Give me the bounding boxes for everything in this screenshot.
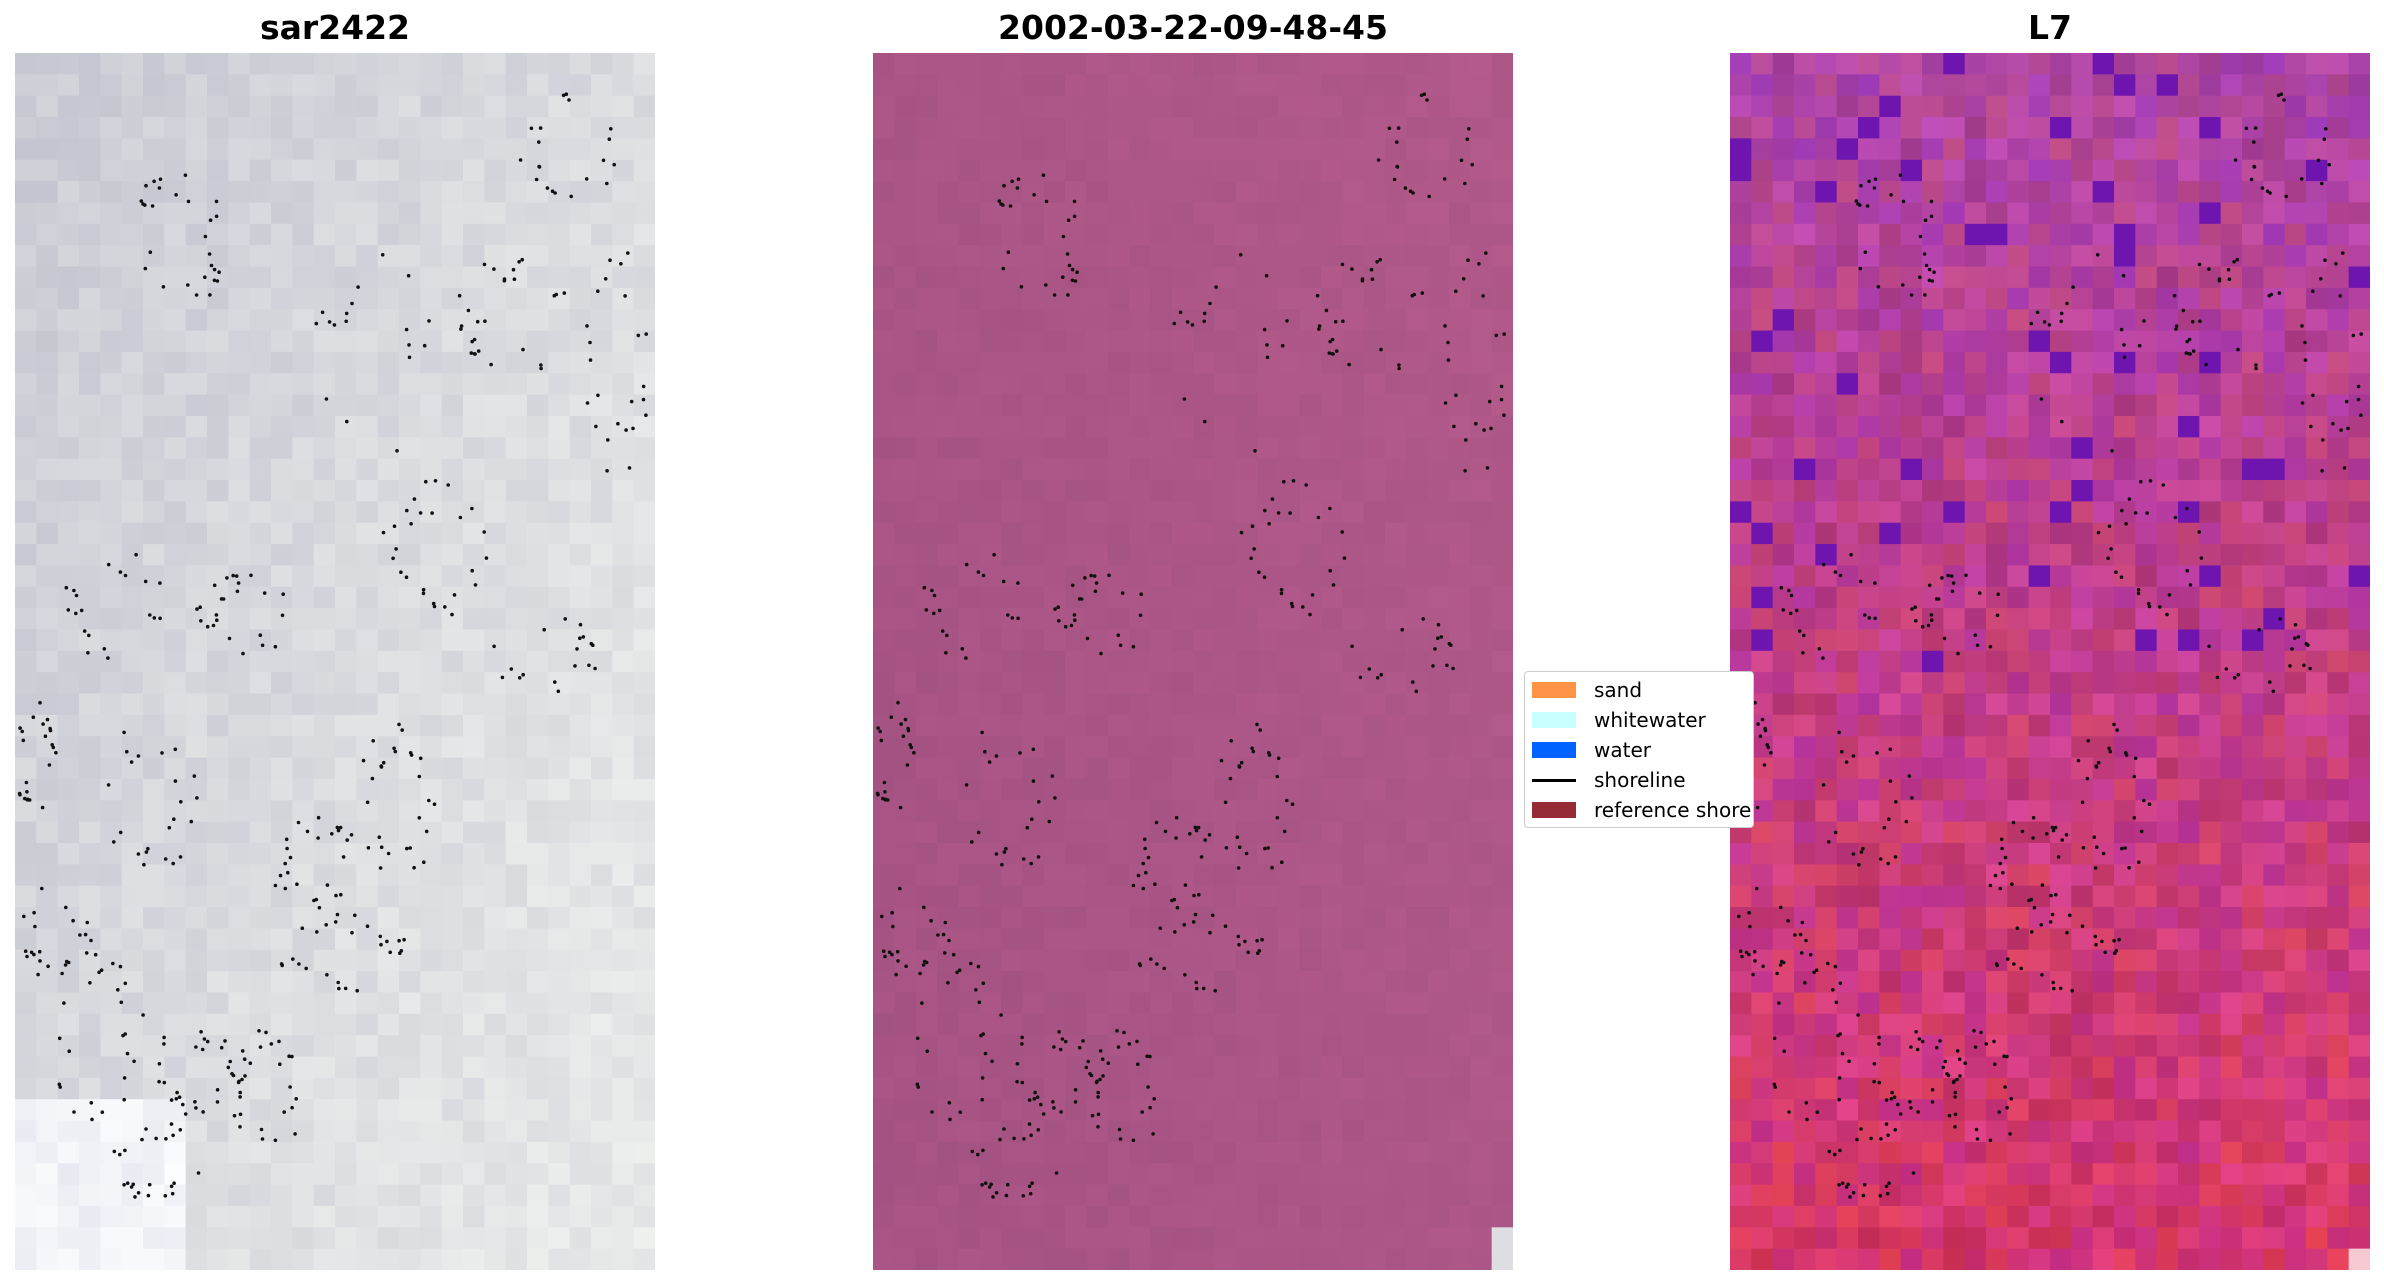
legend-label-shoreline: shoreline bbox=[1594, 768, 1686, 792]
panel-title-sar: sar2422 bbox=[259, 8, 411, 47]
legend-label-sand: sand bbox=[1594, 678, 1643, 702]
legend-label-whitewater: whitewater bbox=[1594, 708, 1706, 732]
legend: sand whitewater water shoreline referenc… bbox=[1524, 671, 1754, 828]
legend-item-sand: sand bbox=[1532, 677, 1753, 703]
whitewater-swatch bbox=[1532, 712, 1576, 728]
panel-title-l7: L7 bbox=[2028, 8, 2072, 47]
panel-title-date: 2002-03-22-09-48-45 bbox=[998, 8, 1388, 47]
rgb-image bbox=[873, 53, 1513, 1270]
legend-item-reference-shoreline: reference shoreline bbox=[1532, 797, 1753, 823]
l7-image bbox=[1730, 53, 2370, 1270]
shoreline-swatch bbox=[1532, 778, 1576, 782]
sar-image bbox=[15, 53, 655, 1270]
legend-label-reference-shoreline: reference shoreline bbox=[1594, 798, 1753, 822]
water-swatch bbox=[1532, 742, 1576, 758]
legend-label-water: water bbox=[1594, 738, 1651, 762]
legend-item-shoreline: shoreline bbox=[1532, 767, 1753, 793]
legend-item-whitewater: whitewater bbox=[1532, 707, 1753, 733]
sand-swatch bbox=[1532, 682, 1576, 698]
legend-item-water: water bbox=[1532, 737, 1753, 763]
reference-shoreline-swatch bbox=[1532, 802, 1576, 818]
